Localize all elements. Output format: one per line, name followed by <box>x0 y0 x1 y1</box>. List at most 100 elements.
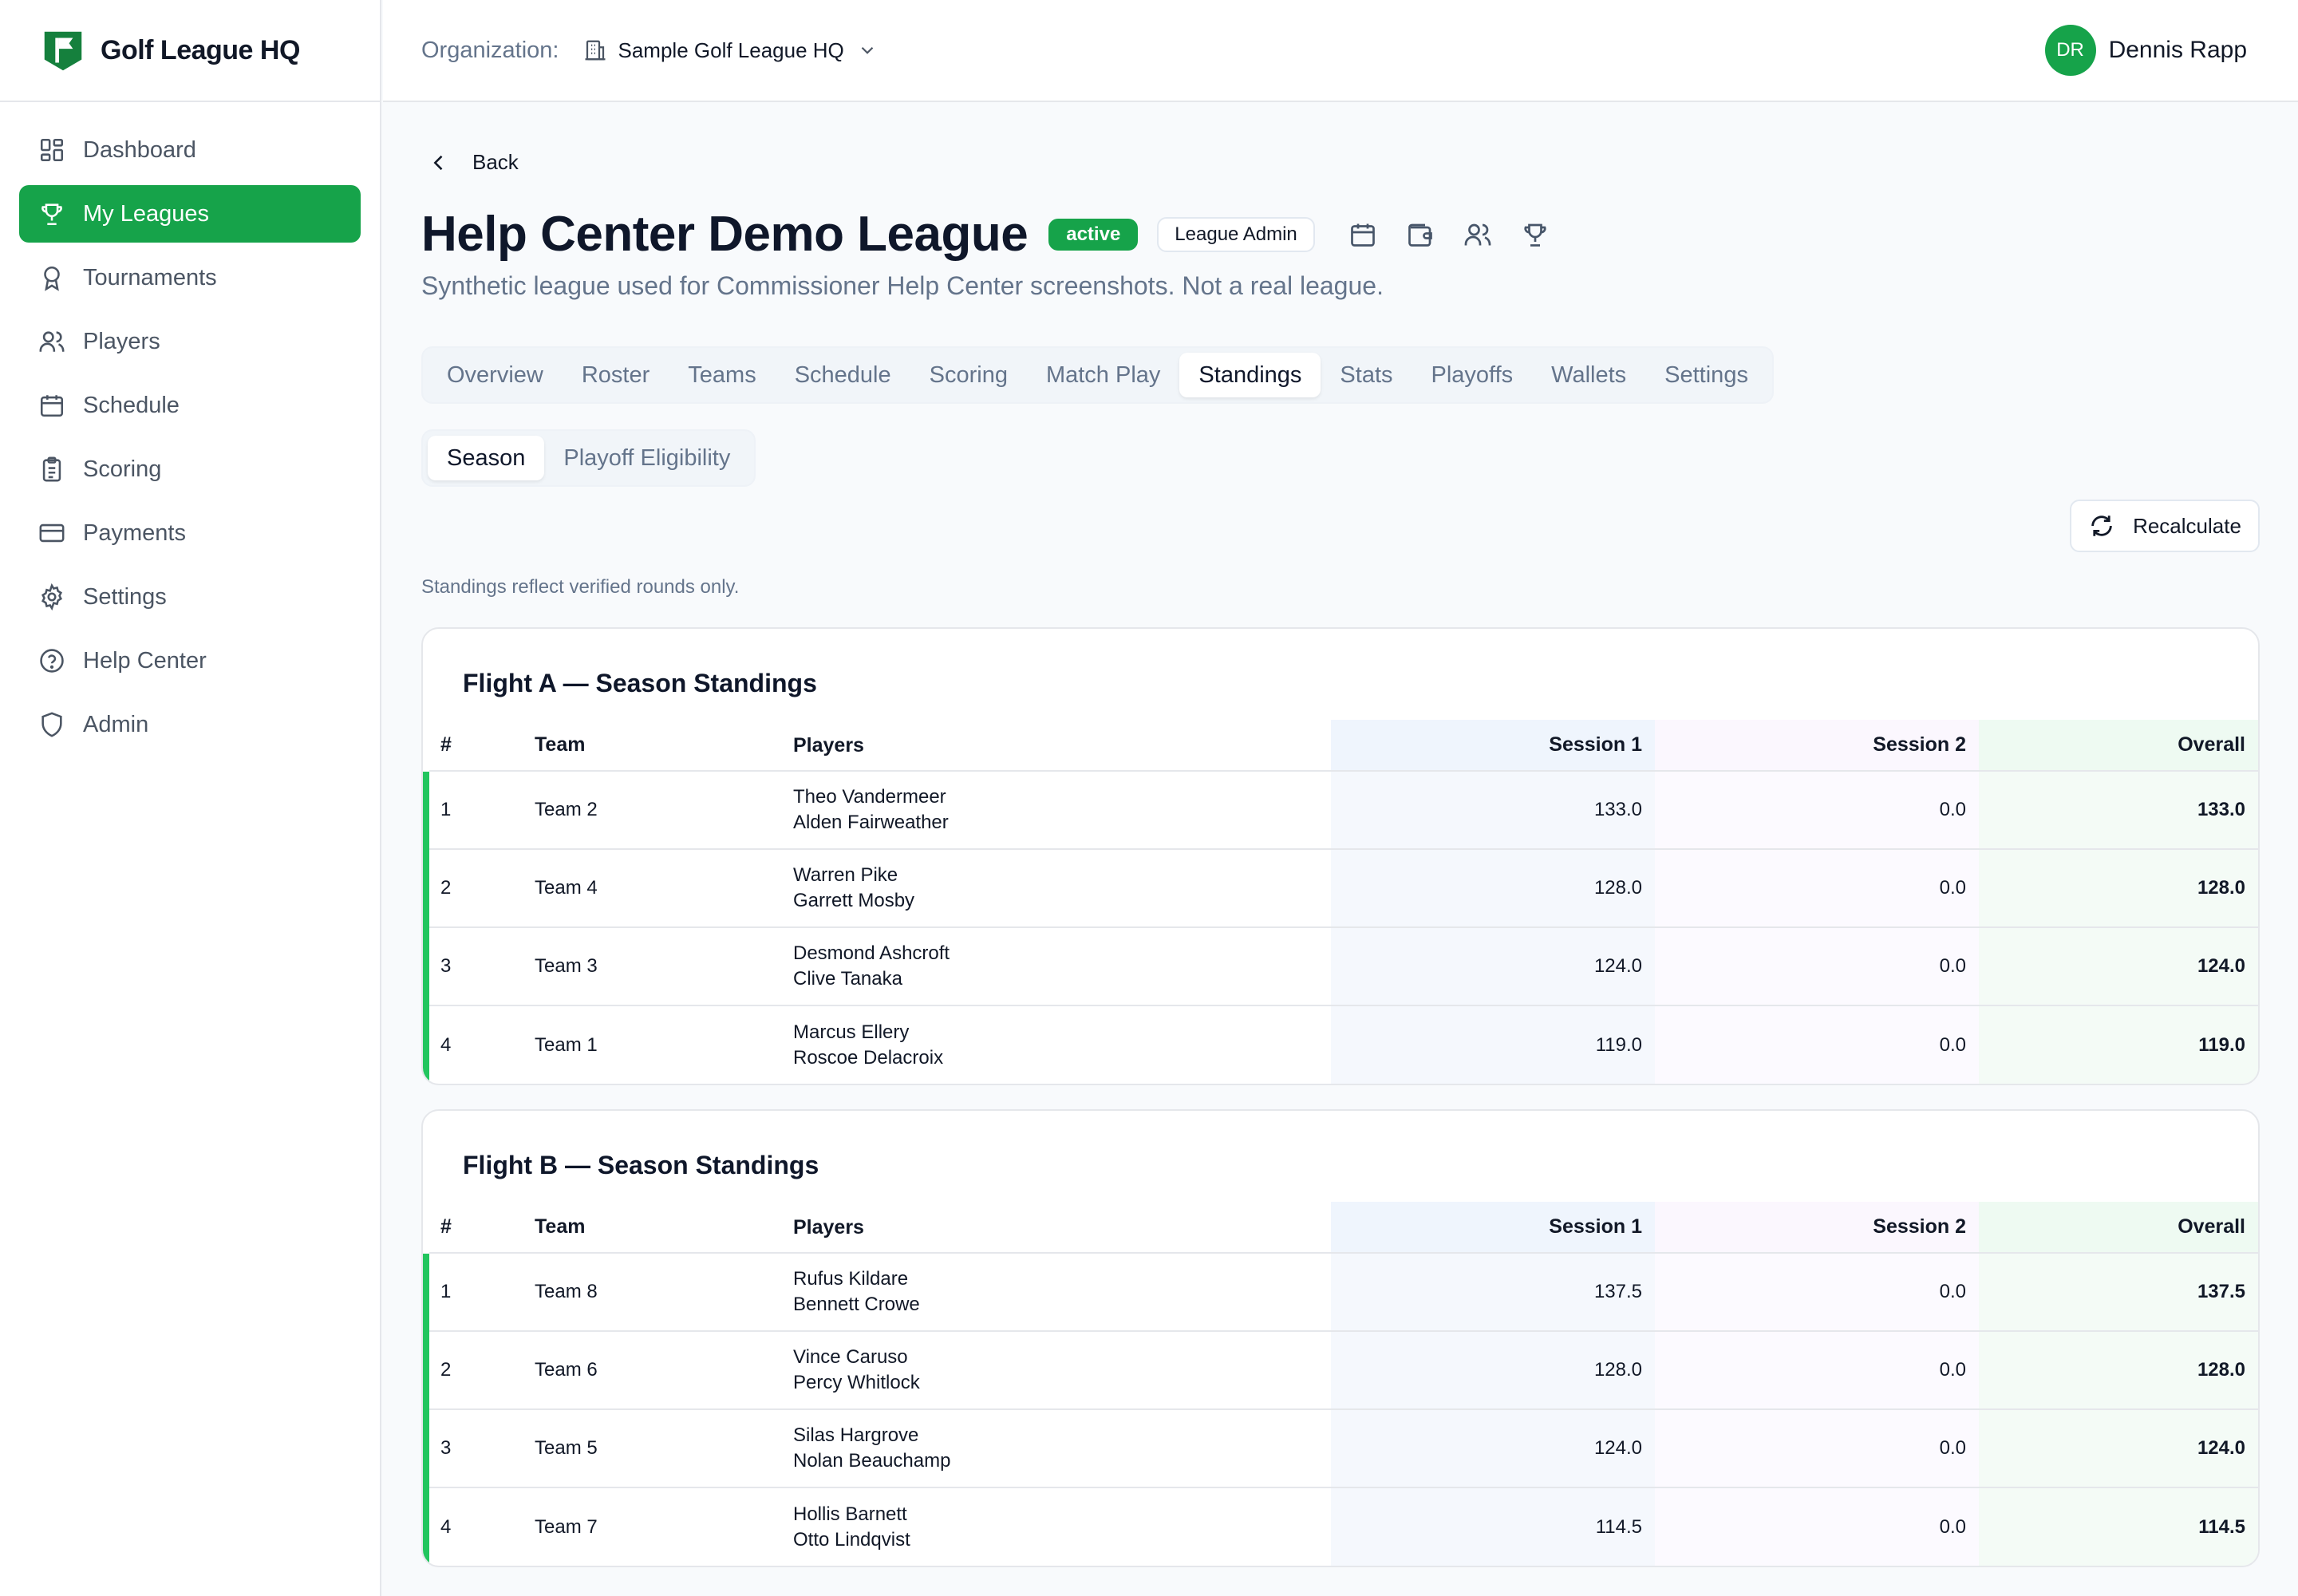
session-2-cell: 0.0 <box>1655 927 1979 1006</box>
trophy-icon[interactable] <box>1521 220 1550 249</box>
users-icon[interactable] <box>1463 220 1492 249</box>
overall-cell: 137.5 <box>1979 1253 2258 1332</box>
sidebar-item-settings[interactable]: Settings <box>19 568 361 626</box>
player-name: Hollis Barnett <box>793 1503 907 1525</box>
card-title: Flight B — Season Standings <box>463 1151 819 1179</box>
recalculate-button[interactable]: Recalculate <box>2070 500 2260 552</box>
column-header-rank: # <box>426 720 535 772</box>
status-badge: active <box>1048 218 1139 251</box>
tab-standings[interactable]: Standings <box>1179 353 1321 397</box>
team-cell: Team 3 <box>535 927 793 1006</box>
session-1-cell: 128.0 <box>1331 849 1655 928</box>
calendar-icon <box>40 395 64 417</box>
sidebar-nav: Dashboard My Leagues Tournaments Players… <box>0 102 380 779</box>
topbar: Organization: Sample Golf League HQ DR D… <box>383 0 2298 102</box>
column-header-session-2: Session 2 <box>1655 1202 1979 1254</box>
column-header-rank: # <box>426 1202 535 1254</box>
table-row: 3 Team 3 Desmond Ashcroft Clive Tanaka 12… <box>423 927 2258 1006</box>
standings-table: # Team Players Session 1 Session 2 Overa… <box>423 720 2258 1084</box>
tab-overview[interactable]: Overview <box>447 361 543 388</box>
tab-stats[interactable]: Stats <box>1340 361 1393 388</box>
tab-wallets[interactable]: Wallets <box>1551 361 1627 388</box>
role-badge: League Admin <box>1157 216 1315 252</box>
sidebar-item-admin[interactable]: Admin <box>19 696 361 753</box>
session-1-cell: 133.0 <box>1331 771 1655 850</box>
title-row: Help Center Demo League active League Ad… <box>421 206 1564 263</box>
session-2-cell: 0.0 <box>1655 1487 1979 1566</box>
team-cell: Team 2 <box>535 771 793 850</box>
chevron-left-icon <box>433 155 443 170</box>
table-row: 4 Team 1 Marcus Ellery Roscoe Delacroix 1… <box>423 1005 2258 1084</box>
team-cell: Team 7 <box>535 1515 598 1538</box>
player-name: Otto Lindqvist <box>793 1528 910 1551</box>
tab-settings[interactable]: Settings <box>1664 361 1748 388</box>
trophy-icon <box>41 203 62 226</box>
session-1-cell: 114.5 <box>1331 1487 1655 1566</box>
brand[interactable]: Golf League HQ <box>0 0 380 102</box>
award-icon <box>44 266 60 291</box>
player-name: Bennett Crowe <box>793 1294 920 1315</box>
tab-teams[interactable]: Teams <box>688 361 756 388</box>
user-name: Dennis Rapp <box>2108 37 2247 63</box>
table-header-row: # Team Players Session 1 Session 2 Overa… <box>426 1202 2258 1254</box>
team-cell: Team 5 <box>535 1409 793 1488</box>
table-row: 1 Team 2 Theo Vandermeer Alden Fairweathe… <box>423 771 2258 850</box>
table-row: 3 Team 5 Silas Hargrove Nolan Beauchamp 1… <box>423 1409 2258 1488</box>
back-link[interactable]: Back <box>421 150 519 175</box>
team-cell: Team 1 <box>535 1033 598 1056</box>
rank-cell: 2 <box>423 1331 535 1410</box>
player-name: Alden Fairweather <box>793 812 949 833</box>
sidebar-item-payments[interactable]: Payments <box>19 504 361 562</box>
org-select[interactable]: Sample Golf League HQ <box>583 38 878 63</box>
session-1-cell: 137.5 <box>1331 1253 1655 1332</box>
column-header-session-1: Session 1 <box>1331 1202 1655 1254</box>
user-menu[interactable]: DR Dennis Rapp <box>2044 25 2247 76</box>
brand-name: Golf League HQ <box>101 34 300 65</box>
column-header-session-1: Session 1 <box>1331 720 1655 772</box>
rank-cell: 3 <box>423 927 535 1006</box>
sidebar-item-dashboard[interactable]: Dashboard <box>19 121 361 179</box>
table-row: 2 Team 4 Warren Pike Garrett Mosby 128.0 … <box>423 849 2258 928</box>
players-cell: Desmond Ashcroft Clive Tanaka <box>793 927 1331 1006</box>
column-header-session-2: Session 2 <box>1655 720 1979 772</box>
tab-match-play[interactable]: Match Play <box>1045 361 1161 388</box>
calendar-icon[interactable] <box>1348 220 1377 249</box>
session-1-cell: 124.0 <box>1331 927 1655 1006</box>
sidebar-item-players[interactable]: Players <box>19 313 361 370</box>
player-name: Rufus Kildare <box>793 1268 909 1290</box>
refresh-icon <box>2091 516 2112 536</box>
wallet-icon[interactable] <box>1406 220 1435 249</box>
standings-subtabs: Season Playoff Eligibility <box>421 429 756 487</box>
rank-cell: 2 <box>423 849 535 928</box>
sidebar-item-label: Admin <box>83 711 149 737</box>
session-2-cell: 0.0 <box>1655 849 1979 928</box>
credit-card-icon <box>39 523 65 543</box>
subtab-season[interactable]: Season <box>428 436 545 480</box>
subtab-playoff-eligibility[interactable]: Playoff Eligibility <box>563 444 731 471</box>
sidebar-item-help-center[interactable]: Help Center <box>19 632 361 689</box>
tab-playoffs[interactable]: Playoffs <box>1431 361 1514 388</box>
players-cell: Theo Vandermeer Alden Fairweather <box>793 771 1331 850</box>
session-1-cell: 119.0 <box>1331 1005 1655 1084</box>
session-2-cell: 0.0 <box>1655 1409 1979 1488</box>
chevron-down-icon <box>861 46 874 54</box>
tab-schedule[interactable]: Schedule <box>794 361 891 388</box>
session-1-cell: 128.0 <box>1331 1331 1655 1410</box>
table-row: 4 Team 7 Hollis Barnett Otto Lindqvist 11… <box>423 1487 2258 1566</box>
standings-table: # Team Players Session 1 Session 2 Overa… <box>423 1202 2258 1566</box>
tab-scoring[interactable]: Scoring <box>929 361 1008 388</box>
column-header-team: Team <box>535 1202 793 1254</box>
session-2-cell: 0.0 <box>1655 1005 1979 1084</box>
sidebar-item-scoring[interactable]: Scoring <box>19 440 361 498</box>
sidebar-item-label: My Leagues <box>83 200 209 227</box>
sidebar-item-label: Schedule <box>83 392 180 418</box>
team-cell: Team 6 <box>535 1331 793 1410</box>
sidebar-item-label: Settings <box>83 583 167 610</box>
rank-cell: 4 <box>423 1487 535 1566</box>
sidebar-item-schedule[interactable]: Schedule <box>19 377 361 434</box>
tab-roster[interactable]: Roster <box>581 361 650 388</box>
clipboard-icon <box>42 456 61 482</box>
sidebar-item-my-leagues[interactable]: My Leagues <box>19 185 361 243</box>
player-name: Warren Pike <box>793 864 898 886</box>
sidebar-item-tournaments[interactable]: Tournaments <box>19 249 361 306</box>
